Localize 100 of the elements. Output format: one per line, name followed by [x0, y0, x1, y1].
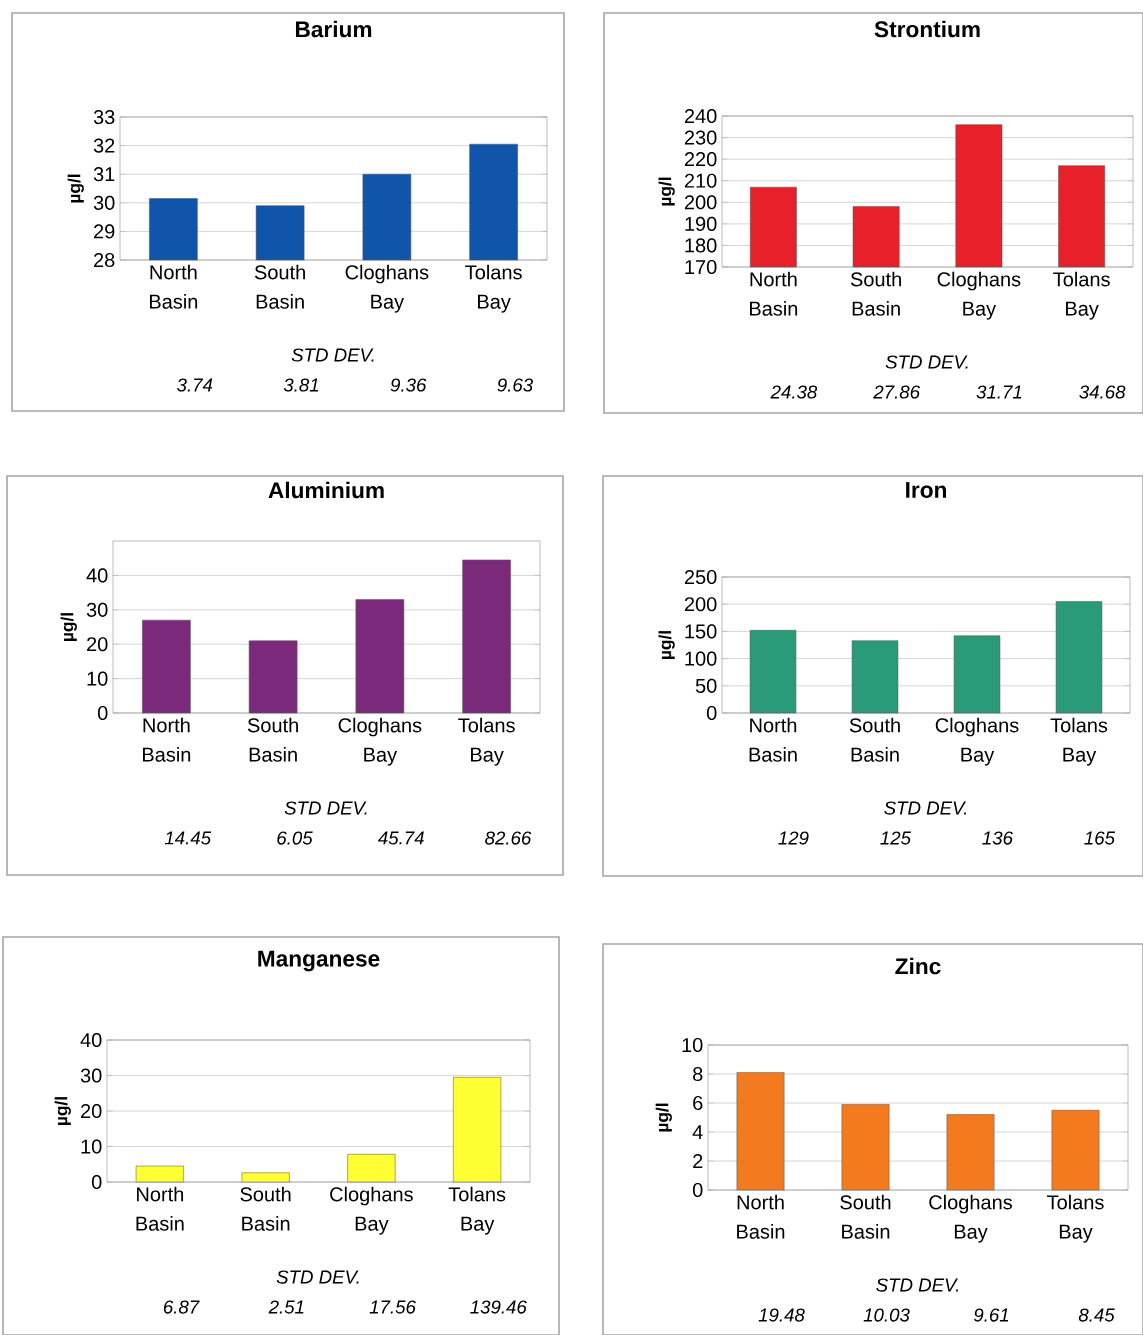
text: 82.66	[485, 831, 532, 845]
x-tick-label: South Basin	[849, 717, 900, 762]
text: STD DEV.	[276, 1270, 359, 1284]
y-tick-label: 200	[684, 195, 717, 210]
x-tick-label: South Basin	[254, 264, 305, 309]
text: STD DEV.	[885, 355, 968, 369]
y-tick-label: 0	[91, 1174, 102, 1190]
x-tick-label: Cloghans Bay	[345, 264, 429, 313]
y-tick-label: 33	[93, 109, 115, 125]
chart-title: Iron	[906, 482, 947, 498]
text: 2.51	[268, 1300, 304, 1314]
bar	[355, 599, 405, 714]
bar	[736, 1072, 785, 1191]
bar	[347, 1154, 396, 1183]
y-tick-label: 0	[97, 705, 108, 721]
x-tick-label: North Basin	[749, 717, 797, 762]
y-tick-label: 170	[685, 259, 717, 275]
y-tick-label: 220	[684, 152, 717, 167]
x-tick-label: Cloghans Bay	[338, 717, 422, 766]
text: 6.87	[163, 1300, 200, 1314]
y-tick-label: 250	[684, 569, 717, 585]
text: STD DEV.	[884, 801, 967, 815]
y-tick-label: 150	[685, 624, 717, 639]
y-tick-label: 10	[682, 1037, 703, 1053]
text: 8.45	[1078, 1308, 1115, 1322]
y-tick-label: 190	[685, 216, 717, 231]
text: 45.74	[377, 831, 424, 845]
bar	[946, 1114, 995, 1191]
bar	[1055, 601, 1103, 714]
y-tick-label: 40	[86, 568, 108, 583]
y-tick-label: 240	[684, 108, 717, 124]
text: STD DEV.	[284, 801, 367, 815]
text: 27.86	[873, 385, 921, 399]
y-tick-label: 30	[86, 602, 108, 617]
x-tick-label: Tolans Bay	[1047, 1194, 1104, 1243]
bar	[1051, 1110, 1100, 1191]
bar	[241, 1172, 290, 1183]
y-tick-label: 180	[685, 238, 717, 253]
text: 3.81	[283, 378, 319, 392]
text: 139.46	[470, 1300, 527, 1314]
y-tick-label: 28	[94, 252, 115, 268]
y-tick-label: 10	[87, 671, 108, 686]
chart-title: Barium	[295, 20, 372, 38]
y-axis-title: µg/l	[67, 174, 84, 203]
x-tick-label: South Basin	[840, 1194, 891, 1239]
text: 125	[880, 831, 912, 845]
y-tick-label: 30	[80, 1068, 102, 1083]
text: 19.48	[758, 1308, 805, 1322]
y-tick-label: 32	[93, 138, 115, 153]
x-tick-label: North Basin	[142, 717, 191, 762]
x-tick-label: Cloghans Bay	[330, 1186, 413, 1235]
chart-title: Manganese	[258, 950, 380, 972]
y-axis-title: µg/l	[658, 631, 675, 659]
x-tick-label: Tolans Bay	[465, 264, 522, 313]
text: 3.74	[177, 378, 213, 392]
text: 34.68	[1079, 385, 1126, 399]
chart-title: Aluminium	[268, 481, 384, 499]
x-tick-label: Cloghans Bay	[929, 1194, 1012, 1243]
text: 14.45	[164, 831, 212, 845]
text: 9.63	[497, 378, 533, 392]
text: STD DEV.	[291, 348, 374, 362]
x-tick-label: South Basin	[850, 271, 901, 316]
text: STD DEV.	[876, 1278, 959, 1292]
text: 24.38	[770, 385, 818, 399]
bar	[851, 640, 899, 714]
bar	[953, 635, 1001, 714]
y-tick-label: 20	[81, 1103, 102, 1119]
y-tick-label: 40	[80, 1032, 102, 1048]
y-tick-label: 2	[693, 1154, 703, 1168]
text: 9.36	[390, 378, 427, 392]
y-tick-label: 100	[685, 651, 717, 666]
x-tick-label: Tolans Bay	[1050, 717, 1108, 766]
chart-title: Zinc	[895, 957, 941, 975]
y-axis-title: µg/l	[658, 177, 675, 206]
text: 17.56	[369, 1300, 416, 1314]
y-axis-title: µg/l	[54, 1097, 71, 1125]
y-tick-label: 31	[93, 167, 115, 182]
bar	[841, 1104, 890, 1191]
x-tick-label: Tolans Bay	[448, 1186, 506, 1235]
x-tick-label: Tolans Bay	[458, 717, 515, 766]
x-tick-label: Cloghans Bay	[935, 717, 1019, 766]
text: 6.05	[277, 831, 313, 845]
y-tick-label: 210	[684, 173, 717, 188]
y-tick-label: 50	[695, 678, 717, 693]
x-tick-label: Tolans Bay	[1053, 271, 1110, 320]
x-tick-label: North Basin	[136, 1186, 184, 1231]
y-tick-label: 30	[93, 195, 115, 210]
text: 129	[778, 831, 809, 845]
bar	[453, 1077, 502, 1183]
text: 165	[1084, 831, 1116, 845]
y-tick-label: 0	[692, 1182, 703, 1198]
chart-title: Strontium	[874, 20, 980, 38]
y-tick-label: 20	[87, 637, 108, 652]
x-tick-label: North Basin	[750, 271, 798, 316]
text: 10.03	[863, 1308, 910, 1322]
y-tick-label: 10	[81, 1139, 102, 1154]
y-tick-label: 8	[693, 1066, 703, 1082]
x-tick-label: Cloghans Bay	[937, 271, 1021, 320]
x-tick-label: North Basin	[149, 264, 198, 309]
x-tick-label: South Basin	[240, 1186, 291, 1231]
